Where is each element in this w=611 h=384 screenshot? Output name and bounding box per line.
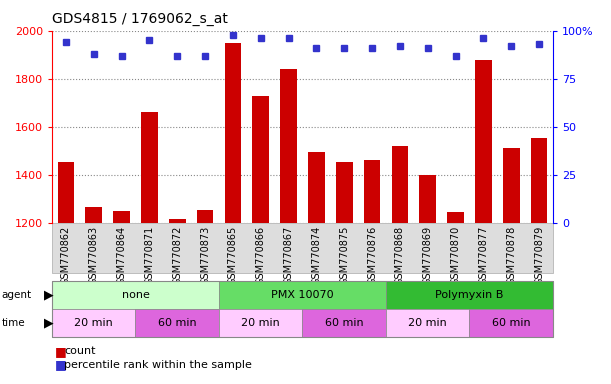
Text: ▶: ▶	[44, 316, 54, 329]
Bar	[392, 146, 408, 384]
Text: percentile rank within the sample: percentile rank within the sample	[64, 360, 252, 370]
Text: GDS4815 / 1769062_s_at: GDS4815 / 1769062_s_at	[52, 12, 228, 25]
Text: PMX 10070: PMX 10070	[271, 290, 334, 300]
Bar	[169, 219, 186, 384]
Bar	[113, 211, 130, 384]
Bar	[141, 113, 158, 384]
Text: ▶: ▶	[44, 289, 54, 302]
Bar	[308, 152, 324, 384]
Bar	[364, 161, 381, 384]
Bar	[447, 212, 464, 384]
Bar	[503, 148, 519, 384]
Text: 20 min: 20 min	[408, 318, 447, 328]
Text: 60 min: 60 min	[158, 318, 197, 328]
Bar	[57, 162, 74, 384]
Text: 60 min: 60 min	[492, 318, 530, 328]
Bar	[280, 69, 297, 384]
Text: ■: ■	[55, 345, 67, 358]
Bar	[197, 210, 213, 384]
Bar	[336, 162, 353, 384]
Text: Polymyxin B: Polymyxin B	[435, 290, 503, 300]
Text: none: none	[122, 290, 149, 300]
Text: ■: ■	[55, 358, 67, 371]
Bar	[252, 96, 269, 384]
Text: agent: agent	[1, 290, 31, 300]
Bar	[224, 43, 241, 384]
Bar	[419, 175, 436, 384]
Bar	[86, 207, 102, 384]
Text: count: count	[64, 346, 96, 356]
Bar	[531, 137, 547, 384]
Text: 20 min: 20 min	[75, 318, 113, 328]
Text: 20 min: 20 min	[241, 318, 280, 328]
Bar	[475, 60, 492, 384]
Text: time: time	[1, 318, 25, 328]
Text: 60 min: 60 min	[325, 318, 364, 328]
